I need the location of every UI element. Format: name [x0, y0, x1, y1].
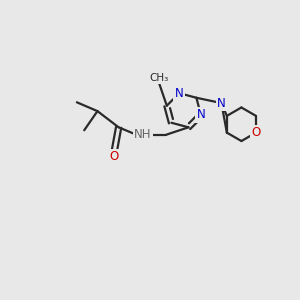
Text: O: O: [251, 126, 261, 139]
Text: N: N: [217, 97, 226, 110]
Text: O: O: [110, 150, 119, 163]
Text: CH₃: CH₃: [149, 73, 168, 83]
Text: NH: NH: [134, 128, 152, 141]
Text: N: N: [196, 108, 205, 121]
Text: N: N: [175, 87, 184, 100]
